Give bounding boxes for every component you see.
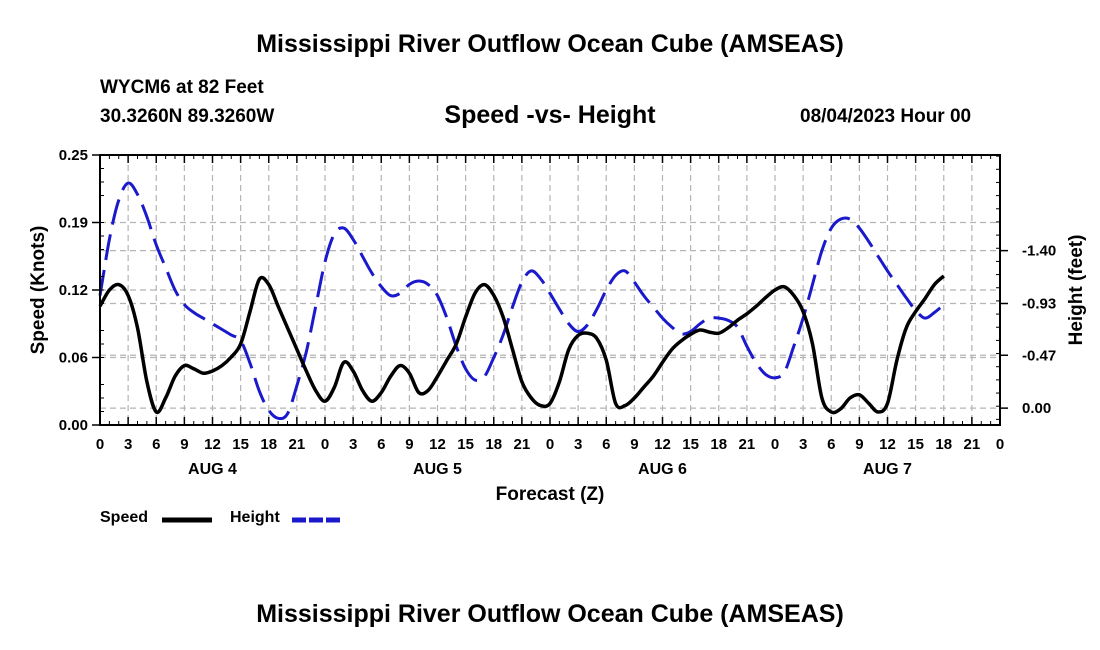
y-tick-label: 0.19 xyxy=(59,215,88,232)
x-tick-label: 3 xyxy=(574,436,582,453)
y2-tick-label: -0.47 xyxy=(1022,347,1056,364)
legend-height-label: Height xyxy=(230,509,280,526)
chart-subtitle: Speed -vs- Height xyxy=(444,101,656,129)
x-tick-label: 12 xyxy=(879,436,896,453)
chart-title: Mississippi River Outflow Ocean Cube (AM… xyxy=(256,30,844,58)
x-tick-label: 21 xyxy=(289,436,306,453)
x-tick-label: 0 xyxy=(96,436,104,453)
x-tick-label: 12 xyxy=(429,436,446,453)
x-tick-label: 9 xyxy=(180,436,188,453)
y-tick-label: 0.25 xyxy=(59,147,88,164)
x-tick-label: 0 xyxy=(996,436,1004,453)
x-tick-label: 0 xyxy=(321,436,329,453)
x-tick-label: 15 xyxy=(232,436,249,453)
x-tick-label: 15 xyxy=(682,436,699,453)
x-tick-label: 9 xyxy=(855,436,863,453)
x-tick-label: 6 xyxy=(152,436,160,453)
x-tick-label: 3 xyxy=(799,436,807,453)
grid-layer xyxy=(100,155,1000,425)
x-tick-label: 9 xyxy=(405,436,413,453)
series-line-height xyxy=(98,181,945,421)
station-label: WYCM6 at 82 Feet xyxy=(100,77,264,98)
y-tick-label: 0.06 xyxy=(59,350,88,367)
x-tick-label: 21 xyxy=(739,436,756,453)
x-tick-label: 18 xyxy=(710,436,727,453)
x-tick-label: 21 xyxy=(964,436,981,453)
x-tick-label: 9 xyxy=(630,436,638,453)
forecast-datetime: 08/04/2023 Hour 00 xyxy=(800,106,972,127)
y-tick-label: 0.00 xyxy=(59,417,88,434)
y2-axis-title: Height (feet) xyxy=(1066,235,1087,346)
x-tick-label: 3 xyxy=(349,436,357,453)
x-tick-label: 6 xyxy=(602,436,610,453)
x-axis-title: Forecast (Z) xyxy=(496,484,605,505)
x-tick-label: 3 xyxy=(124,436,132,453)
x-tick-label: 12 xyxy=(204,436,221,453)
y2-tick-label: -0.93 xyxy=(1022,296,1056,313)
x-tick-label: 15 xyxy=(907,436,924,453)
x-tick-label: 0 xyxy=(546,436,554,453)
x-tick-label: 18 xyxy=(260,436,277,453)
x-day-label: AUG 7 xyxy=(863,461,912,478)
x-day-label: AUG 4 xyxy=(188,461,237,478)
x-tick-label: 12 xyxy=(654,436,671,453)
x-tick-label: 15 xyxy=(457,436,474,453)
x-tick-label: 0 xyxy=(771,436,779,453)
x-tick-label: 6 xyxy=(377,436,385,453)
x-tick-label: 21 xyxy=(514,436,531,453)
x-tick-label: 18 xyxy=(935,436,952,453)
x-day-label: AUG 5 xyxy=(413,461,462,478)
footer-title: Mississippi River Outflow Ocean Cube (AM… xyxy=(256,600,844,628)
coordinates-label: 30.3260N 89.3260W xyxy=(100,106,275,127)
series-line-speed xyxy=(98,274,945,415)
x-day-label: AUG 6 xyxy=(638,461,687,478)
axes-layer: Forecast (Z) Speed (Knots) Height (feet)… xyxy=(28,147,1087,505)
y2-tick-label: -1.40 xyxy=(1022,243,1056,260)
y2-tick-label: 0.00 xyxy=(1022,400,1051,417)
legend-speed-label: Speed xyxy=(100,509,149,526)
series-layer xyxy=(98,181,945,421)
x-tick-label: 18 xyxy=(485,436,502,453)
y-axis-title: Speed (Knots) xyxy=(28,226,49,355)
y-tick-label: 0.12 xyxy=(59,282,88,299)
x-tick-label: 6 xyxy=(827,436,835,453)
